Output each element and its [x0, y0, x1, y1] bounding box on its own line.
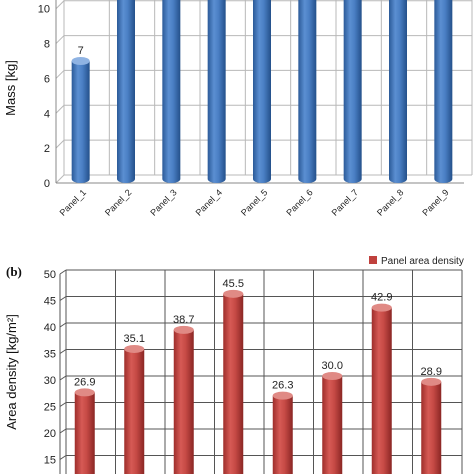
grid-line-diagonal — [59, 269, 67, 275]
mass-bar — [207, 0, 226, 183]
grid-line-diagonal — [59, 402, 67, 407]
area-density-bar — [322, 372, 343, 474]
x-category-label: Panel_5 — [239, 187, 269, 217]
area-density-chart-grid — [59, 269, 463, 474]
area-density-bar — [173, 325, 194, 474]
mass-bar — [71, 57, 90, 183]
area-density-bar — [124, 344, 145, 474]
x-category-label: Panel_3 — [148, 187, 178, 217]
data-label: 42.9 — [371, 292, 392, 304]
y-tick-label: 2 — [44, 143, 50, 155]
x-category-label: Panel_2 — [103, 187, 133, 217]
y-tick-label: 20 — [44, 428, 56, 440]
area-density-bar — [272, 391, 293, 474]
data-label: 26.3 — [272, 380, 293, 392]
grid-line-diagonal — [55, 70, 65, 79]
mass-chart-bars — [71, 0, 453, 183]
mass-chart-categories: Panel_1 Panel_2 Panel_3 Panel_4 Panel_5 Panel… — [58, 187, 451, 217]
grid-line-diagonal — [59, 296, 67, 301]
mass-chart-y-ticks: 0 2 4 6 8 10 — [38, 4, 50, 190]
grid-line-diagonal — [55, 174, 65, 184]
x-category-label: Panel_1 — [58, 187, 88, 217]
y-tick-label: 4 — [44, 108, 50, 120]
data-label: 45.5 — [223, 278, 244, 290]
y-tick-label: 50 — [44, 269, 56, 281]
x-category-label: Panel_8 — [375, 187, 405, 217]
data-label: 35.1 — [124, 333, 145, 345]
mass-bar — [434, 0, 453, 183]
x-category-label: Panel_9 — [420, 187, 450, 217]
grid-line-diagonal — [55, 139, 65, 149]
y-tick-label: 8 — [44, 39, 50, 51]
y-tick-label: 15 — [44, 455, 56, 467]
grid-line-diagonal — [59, 455, 67, 460]
legend-swatch — [369, 256, 377, 264]
legend-label: Panel area density — [381, 256, 464, 267]
data-label: 30.0 — [322, 360, 343, 372]
mass-bar — [343, 0, 362, 183]
mass-chart-data-labels: 7 — [78, 45, 84, 57]
y-tick-label: 30 — [44, 375, 56, 387]
data-label: 38.7 — [173, 314, 194, 326]
grid-line-diagonal — [55, 104, 65, 114]
y-tick-label: 25 — [44, 402, 56, 414]
x-category-label: Panel_6 — [284, 187, 314, 217]
area-density-chart-y-axis-label: Area density [kg/m²] — [4, 314, 19, 430]
panel-b-label: (b) — [6, 264, 22, 279]
area-density-chart-y-ticks: 15 20 25 30 35 40 45 50 — [44, 269, 56, 467]
grid-line-diagonal — [55, 35, 65, 44]
mass-bar — [162, 0, 181, 183]
area-density-chart: 15 20 25 30 35 40 45 50 26.9 35.1 38.7 45.5 26.3 30.… — [4, 256, 464, 474]
y-tick-label: 10 — [38, 4, 50, 16]
grid-line-diagonal — [55, 0, 65, 10]
x-category-label: Panel_7 — [330, 187, 360, 217]
area-density-bar — [421, 377, 442, 474]
mass-bar — [298, 0, 317, 183]
grid-line-diagonal — [59, 375, 67, 381]
y-tick-label: 45 — [44, 296, 56, 308]
mass-bar — [389, 0, 407, 183]
area-density-chart-bars — [74, 289, 442, 474]
mass-bar — [253, 0, 271, 183]
y-tick-label: 35 — [44, 349, 56, 361]
area-density-legend: Panel area density — [369, 256, 464, 267]
y-tick-label: 6 — [44, 73, 50, 85]
area-density-chart-data-labels: 26.9 35.1 38.7 45.5 26.3 30.0 42.9 28.9 — [74, 278, 442, 392]
area-density-bar — [371, 303, 392, 474]
x-category-label: Panel_4 — [194, 187, 224, 217]
data-label: 26.9 — [74, 376, 95, 388]
mass-chart-y-axis-label: Mass [kg] — [3, 60, 18, 116]
area-density-bar — [74, 388, 95, 474]
grid-line-diagonal — [59, 349, 67, 354]
data-label: 7 — [78, 45, 84, 57]
mass-bar — [117, 0, 135, 183]
y-tick-label: 0 — [44, 178, 50, 190]
y-tick-label: 40 — [44, 322, 56, 334]
grid-line-diagonal — [59, 428, 67, 434]
grid-line-diagonal — [59, 322, 67, 328]
area-density-bar — [223, 289, 244, 474]
data-label: 28.9 — [421, 366, 442, 378]
